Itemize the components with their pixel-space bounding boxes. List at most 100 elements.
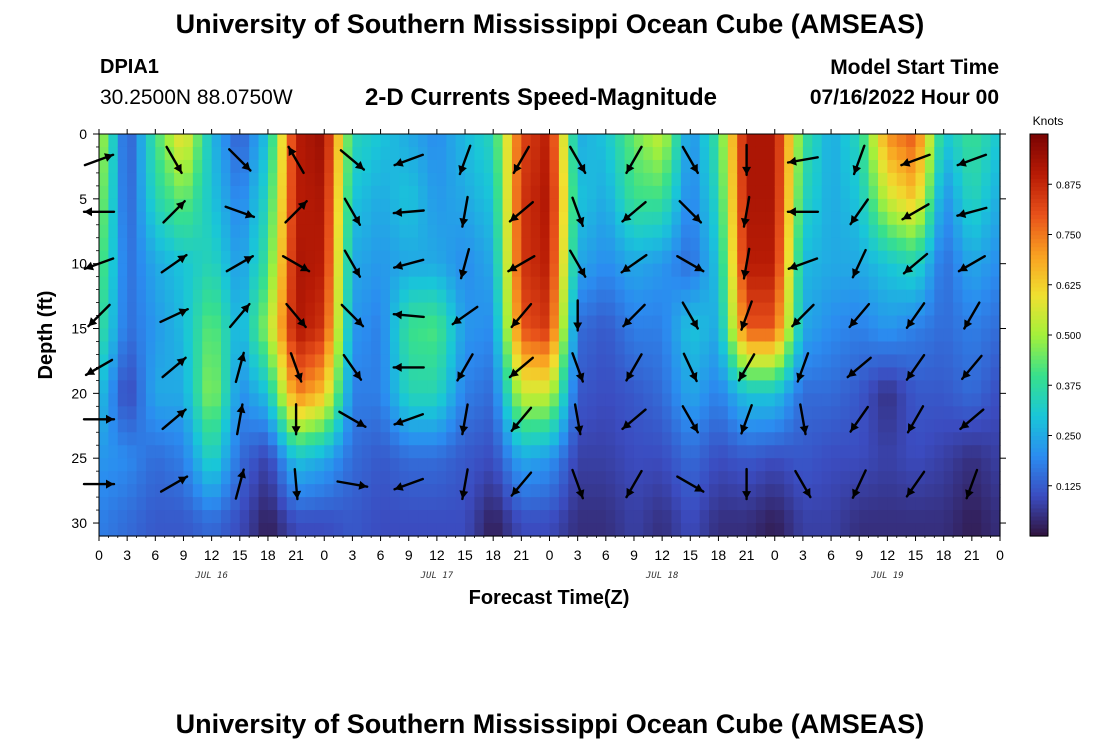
heatmap-cell — [784, 458, 795, 472]
heatmap-cell — [164, 328, 175, 343]
y-tick-label: 30 — [71, 515, 87, 531]
heatmap-cell — [502, 445, 513, 459]
heatmap-cell — [239, 380, 250, 394]
heatmap-cell — [709, 432, 720, 446]
heatmap-cell — [239, 497, 250, 511]
vector-head — [394, 158, 404, 167]
heatmap-cell — [662, 315, 673, 330]
heatmap-cell — [746, 419, 757, 433]
heatmap-cell — [389, 523, 400, 537]
heatmap-cell — [652, 380, 663, 394]
heatmap-cell — [267, 341, 278, 356]
heatmap-cell — [155, 354, 166, 369]
heatmap-cell — [821, 458, 832, 472]
heatmap-cell — [324, 510, 335, 524]
vector-head — [354, 317, 363, 327]
heatmap-cell — [831, 224, 842, 239]
colorbar-segment — [1030, 326, 1048, 332]
heatmap-cell — [540, 406, 551, 420]
heatmap-cell — [127, 328, 138, 343]
heatmap-cell — [399, 367, 410, 381]
heatmap-cell — [239, 445, 250, 459]
heatmap-cell — [859, 380, 870, 394]
heatmap-cell — [108, 458, 119, 472]
heatmap-cell — [624, 406, 635, 420]
heatmap-cell — [99, 406, 109, 420]
heatmap-cell — [164, 497, 175, 511]
heatmap-cell — [418, 302, 429, 317]
heatmap-cell — [361, 510, 372, 524]
heatmap-cell — [568, 354, 579, 369]
heatmap-cell — [727, 185, 738, 200]
heatmap-cell — [136, 419, 147, 433]
heatmap-cell — [896, 198, 907, 213]
heatmap-cell — [671, 484, 682, 498]
colorbar-segment — [1030, 503, 1048, 509]
heatmap-cell — [990, 224, 1001, 239]
heatmap-cell — [174, 445, 185, 459]
heatmap-cell — [802, 159, 813, 174]
heatmap-cell — [380, 328, 391, 343]
heatmap-cell — [624, 172, 635, 187]
heatmap-cell — [286, 250, 297, 265]
heatmap-cell — [502, 237, 513, 252]
heatmap-cell — [277, 315, 288, 330]
heatmap-cell — [709, 185, 720, 200]
heatmap-cell — [887, 419, 898, 433]
current-vector — [848, 302, 871, 329]
heatmap-cell — [493, 237, 504, 252]
heatmap-cell — [305, 510, 316, 524]
heatmap-cell — [990, 510, 1001, 524]
heatmap-cell — [446, 445, 457, 459]
heatmap-cell — [249, 250, 260, 265]
heatmap-cell — [859, 134, 870, 148]
heatmap-cell — [127, 146, 138, 161]
heatmap-cell — [765, 185, 776, 200]
heatmap-cell — [192, 393, 203, 407]
vector-head — [88, 317, 98, 327]
heatmap-cell — [840, 510, 851, 524]
heatmap-cell — [145, 380, 156, 394]
heatmap-cell — [267, 289, 278, 304]
heatmap-cell — [427, 134, 438, 148]
current-vector — [573, 299, 583, 332]
heatmap-cell — [465, 406, 476, 420]
heatmap-cell — [249, 185, 260, 200]
heatmap-cell — [990, 289, 1001, 304]
heatmap-cell — [277, 172, 288, 187]
vector-head — [177, 255, 187, 264]
x-tick-label: 12 — [429, 547, 445, 563]
heatmap-cell — [380, 134, 391, 148]
heatmap-cell — [174, 211, 185, 226]
heatmap-cell — [343, 419, 354, 433]
heatmap-cell — [934, 458, 945, 472]
axis-layer: 0 3 6 9 12 15 18 21 0 3 6 9 12 15 18 21 0 3 6 9 12 15 18 21 0 3 6 9… — [71, 126, 1006, 581]
heatmap-cell — [399, 237, 410, 252]
colorbar-segment — [1030, 218, 1048, 224]
heatmap-cell — [221, 185, 231, 200]
heatmap-cell — [145, 458, 156, 472]
heatmap-cell — [361, 172, 372, 187]
heatmap-cell — [418, 341, 429, 356]
heatmap-cell — [746, 315, 757, 330]
heatmap-cell — [831, 523, 842, 537]
heatmap-cell — [127, 523, 138, 537]
heatmap-cell — [371, 134, 382, 148]
heatmap-cell — [821, 484, 832, 498]
heatmap-cell — [718, 289, 729, 304]
heatmap-cell — [962, 250, 973, 265]
heatmap-cell — [155, 237, 166, 252]
heatmap-cell — [511, 185, 522, 200]
heatmap-cell — [99, 458, 109, 472]
heatmap-cell — [934, 146, 945, 161]
current-vector — [905, 353, 926, 381]
heatmap-cell — [906, 445, 917, 459]
heatmap-cell — [164, 419, 175, 433]
heatmap-cell — [887, 198, 898, 213]
heatmap-cell — [296, 224, 307, 239]
heatmap-cell — [953, 185, 964, 200]
heatmap-cell — [849, 250, 860, 265]
heatmap-cell — [558, 276, 569, 291]
heatmap-cell — [943, 419, 954, 433]
heatmap-cell — [389, 341, 400, 356]
